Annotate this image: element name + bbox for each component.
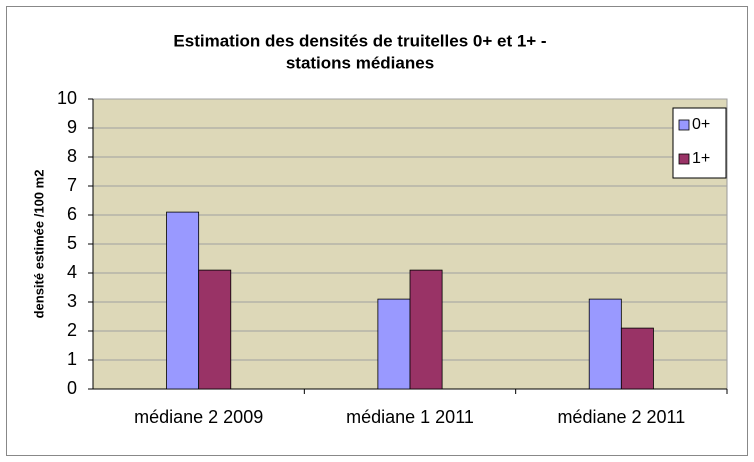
y-tick-label: 10 <box>57 88 77 108</box>
x-tick-label: médiane 2 2009 <box>134 407 263 427</box>
legend-label: 1+ <box>692 150 710 167</box>
legend-label: 0+ <box>692 116 710 133</box>
y-tick-label: 3 <box>67 291 77 311</box>
chart-title: Estimation des densités de truitelles 0+… <box>173 31 546 50</box>
y-tick-label: 4 <box>67 262 77 282</box>
chart-title: stations médianes <box>286 53 434 72</box>
legend-swatch <box>678 119 690 131</box>
y-tick-label: 1 <box>67 349 77 369</box>
bar <box>198 269 232 390</box>
y-tick-label: 2 <box>67 320 77 340</box>
bar <box>620 327 654 390</box>
bar <box>166 211 200 390</box>
legend <box>672 107 727 179</box>
y-tick-label: 7 <box>67 175 77 195</box>
legend-swatch <box>678 153 690 165</box>
y-tick-label: 5 <box>67 233 77 253</box>
bar <box>377 298 411 390</box>
y-axis-label: densité estimée /100 m2 <box>31 170 46 319</box>
x-tick-label: médiane 1 2011 <box>346 407 474 427</box>
bar <box>409 269 443 390</box>
y-tick-label: 6 <box>67 204 77 224</box>
y-tick-label: 9 <box>67 117 77 137</box>
bar <box>588 298 622 390</box>
y-tick-label: 8 <box>67 146 77 166</box>
x-tick-label: médiane 2 2011 <box>557 407 685 427</box>
y-tick-label: 0 <box>67 378 77 398</box>
